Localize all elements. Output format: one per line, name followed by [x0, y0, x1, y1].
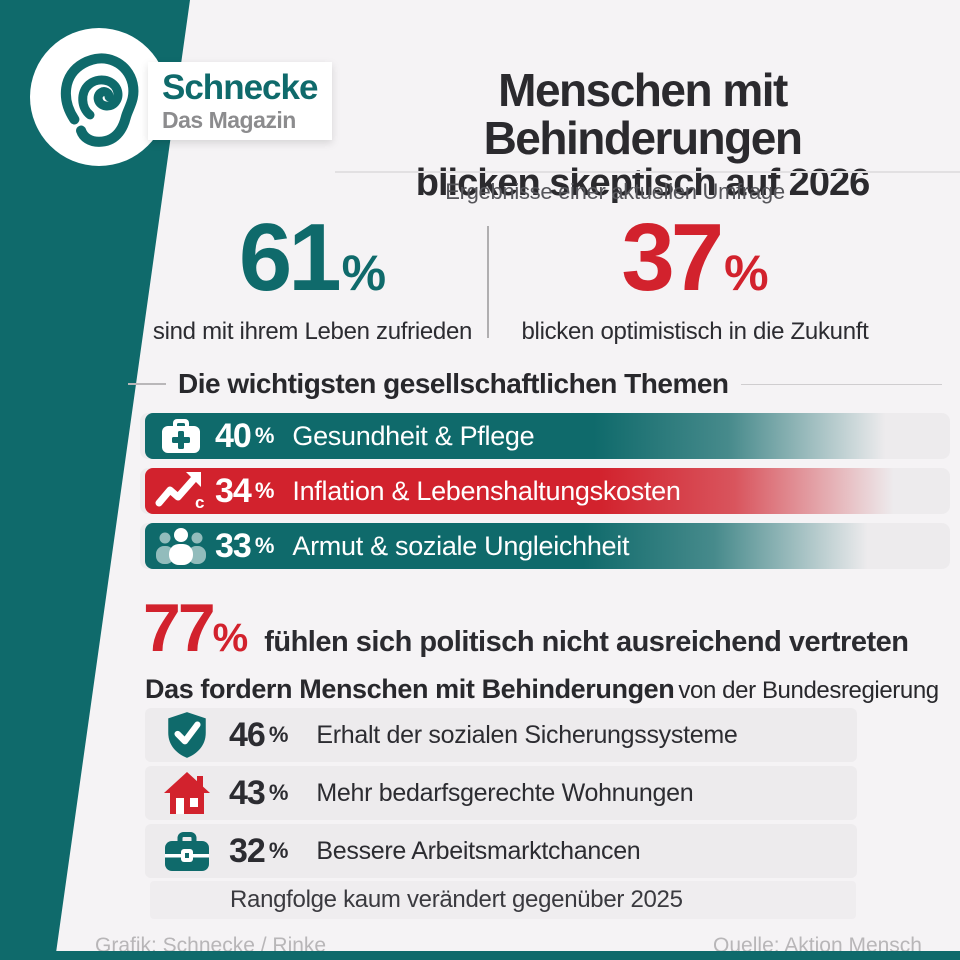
demand-label: Mehr bedarfsgerechte Wohnungen	[316, 778, 694, 807]
title-line-2: blicken skeptisch auf 2026	[415, 161, 870, 204]
stat-value: 37%	[505, 210, 885, 306]
stat-optimism: 37% blicken optimistisch in die Zukunft	[505, 210, 885, 346]
footnote: Rangfolge kaum verändert gegenüber 2025	[230, 886, 683, 913]
heading-rule-right	[740, 383, 942, 385]
briefcase-icon	[161, 830, 213, 872]
demand-percent: 46	[229, 715, 266, 754]
brand-tagline: Das Magazin	[162, 107, 296, 133]
demand-label: Erhalt der sozialen Sicherungssysteme	[316, 720, 738, 749]
demand-row-arbeitsmarkt: 32 % Bessere Arbeitsmarktchancen	[145, 824, 857, 878]
brand-name: Schnecke	[162, 68, 318, 107]
demand-percent: 32	[229, 831, 266, 870]
percent-sign: %	[268, 838, 289, 863]
topic-label: Inflation & Lebenshaltungskosten	[292, 475, 681, 506]
topics-heading-text: Die wichtigsten gesellschaftlichen Theme…	[178, 368, 729, 399]
demand-row-sicherung: 46 % Erhalt der sozialen Sicherungssyste…	[145, 708, 857, 762]
topic-bar-armut: 33 % Armut & soziale Ungleichheit	[145, 523, 875, 569]
shield-check-icon	[161, 710, 213, 760]
topic-percent: 34	[215, 471, 252, 510]
demand-label: Bessere Arbeitsmarktchancen	[316, 836, 641, 865]
header-divider	[335, 171, 960, 173]
trending-up-icon: c	[153, 471, 209, 511]
stat-label: blicken optimistisch in die Zukunft	[521, 318, 869, 345]
house-icon	[161, 771, 213, 815]
percent-sign: %	[254, 533, 275, 558]
highlight-number: 77	[143, 590, 216, 666]
stat-label: sind mit ihrem Leben zufrieden	[152, 318, 473, 345]
demand-row-wohnungen: 43 % Mehr bedarfsgerechte Wohnungen	[145, 766, 857, 820]
footnote-stripe	[150, 881, 856, 919]
bottom-teal-strip	[0, 951, 960, 960]
percent-sign: %	[254, 478, 275, 503]
svg-text:c: c	[195, 493, 204, 511]
stat-number: 61	[238, 204, 342, 311]
topic-label: Armut & soziale Ungleichheit	[292, 530, 630, 561]
topic-percent: 33	[215, 526, 252, 565]
topic-label: Gesundheit & Pflege	[292, 420, 535, 451]
demand-percent: 43	[229, 773, 266, 812]
stat-life-satisfaction: 61% sind mit ihrem Leben zufrieden	[145, 210, 480, 346]
stat-value: 61%	[145, 210, 480, 306]
topics-section-heading: Die wichtigsten gesellschaftlichen Theme…	[128, 368, 942, 400]
topic-bar-gesundheit: 40 % Gesundheit & Pflege	[145, 413, 893, 459]
demands-heading-bold: Das fordern Menschen mit Behinderungen	[145, 674, 675, 704]
highlight-text: fühlen sich politisch nicht ausreichend …	[264, 626, 909, 658]
stat-number: 37	[621, 204, 724, 311]
percent-sign: %	[341, 245, 387, 301]
first-aid-kit-icon	[153, 416, 209, 456]
ear-icon	[60, 53, 139, 147]
people-group-icon	[153, 526, 209, 566]
subtitle: Ergebnisse einer aktuellen Umfrage	[445, 179, 785, 204]
magazine-logo	[30, 28, 168, 166]
demands-section-heading: Das fordern Menschen mit Behinderungen v…	[145, 674, 939, 705]
topic-percent: 40	[215, 416, 252, 455]
percent-sign: %	[268, 780, 289, 805]
demands-heading-regular: von der Bundesregierung	[678, 677, 939, 704]
topic-bar-inflation: c 34 % Inflation & Lebenshaltungskosten	[145, 468, 901, 514]
page-title: Menschen mit Behinderungen blicken skept…	[345, 66, 940, 204]
brand-box: Schnecke Das Magazin	[148, 62, 332, 140]
percent-sign: %	[268, 722, 289, 747]
percent-sign: %	[254, 423, 275, 448]
stats-vertical-divider	[487, 226, 489, 338]
heading-rule-left	[128, 383, 166, 385]
title-line-1: Menschen mit Behinderungen	[483, 64, 803, 165]
percent-sign: %	[724, 245, 769, 301]
highlight-stat: 77 % fühlen sich politisch nicht ausreic…	[143, 590, 909, 666]
percent-sign: %	[212, 616, 249, 660]
